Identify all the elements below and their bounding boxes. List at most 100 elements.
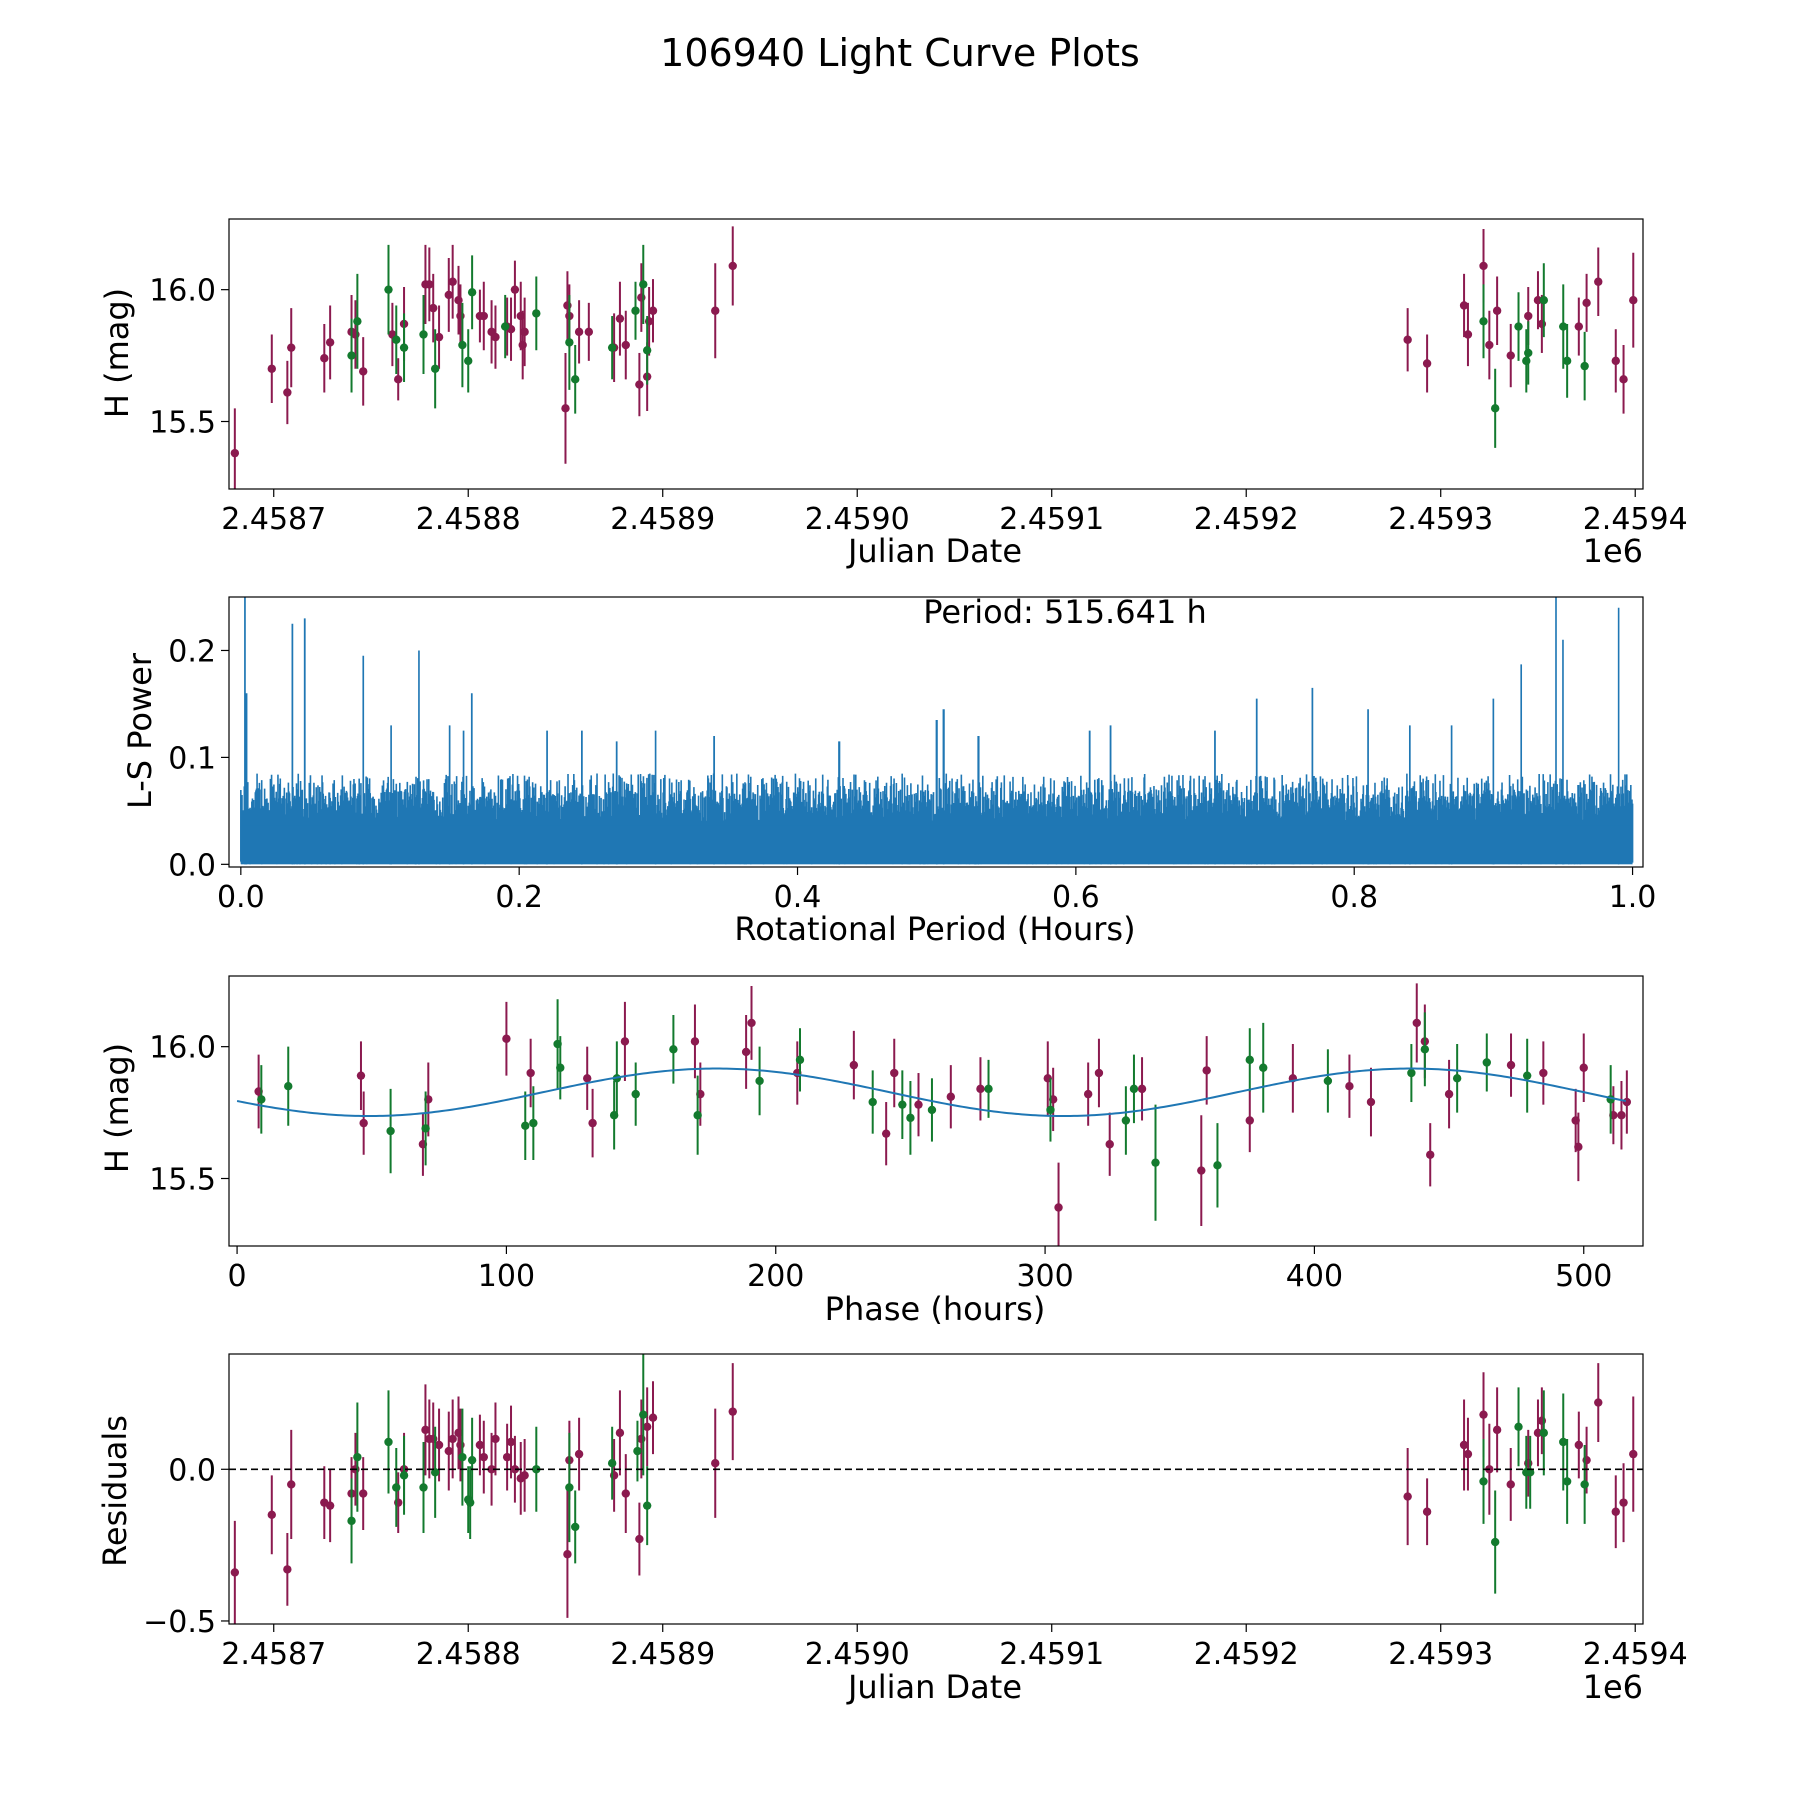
light-curve-points xyxy=(230,226,1638,489)
residuals-point-red xyxy=(648,1413,658,1422)
residuals-point-red xyxy=(434,1440,444,1450)
light-curve-point-red xyxy=(1485,340,1494,350)
phase-folded-plot-area: 0 100 200 300 400 500 15.5 16.0 xyxy=(149,975,1644,1294)
residuals-point-red xyxy=(615,1428,625,1438)
light-curve-point-green xyxy=(430,364,440,373)
light-curve-point-green xyxy=(399,343,409,352)
residuals-point-green xyxy=(353,1452,362,1462)
residuals-ytick-label: 0.0 xyxy=(168,1453,216,1488)
periodogram-ytick-label: 0.1 xyxy=(168,741,216,776)
residuals-point-green xyxy=(571,1522,580,1532)
light-curve-ytick-label: 16.0 xyxy=(149,274,216,309)
residuals-point-green xyxy=(1539,1428,1549,1438)
residuals-point-red xyxy=(520,1471,529,1480)
phase-folded-point-red xyxy=(1202,1066,1211,1075)
periodogram-xtick-label: 0.2 xyxy=(495,880,543,915)
light-curve-point-green xyxy=(1580,361,1589,371)
phase-folded-point-red xyxy=(620,1037,630,1046)
phase-folded-point-red xyxy=(1083,1089,1093,1099)
light-curve-point-red xyxy=(1459,301,1469,310)
residuals-point-green xyxy=(642,1501,652,1510)
light-curve-point-green xyxy=(1539,296,1549,305)
light-curve-point-green xyxy=(384,285,393,294)
phase-folded-point-green xyxy=(556,1063,565,1072)
phase-folded-point-red xyxy=(1426,1150,1435,1159)
light-curve-point-green xyxy=(642,346,652,355)
residuals-point-red xyxy=(479,1452,488,1462)
residuals-point-red xyxy=(325,1501,335,1510)
light-curve-point-green xyxy=(458,340,467,350)
residuals-point-green xyxy=(639,1410,648,1419)
residuals-point-red xyxy=(283,1565,292,1574)
residuals-point-red xyxy=(1479,1410,1488,1419)
phase-folded-point-green xyxy=(898,1100,907,1109)
light-curve-ytick-label: 15.5 xyxy=(149,406,216,441)
phase-folded-point-red xyxy=(1105,1140,1114,1149)
residuals-point-green xyxy=(532,1465,541,1474)
phase-folded-point-red xyxy=(747,1018,756,1028)
light-curve-point-red xyxy=(320,354,329,363)
residuals-point-green xyxy=(1559,1437,1568,1447)
phase-folded-point-green xyxy=(257,1095,266,1104)
light-curve-point-green xyxy=(607,343,617,352)
phase-folded-xtick-label: 500 xyxy=(1555,1259,1612,1294)
phase-folded-point-red xyxy=(1622,1097,1632,1107)
residuals-point-red xyxy=(621,1489,630,1498)
light-curve-point-red xyxy=(425,280,434,289)
phase-folded-point-green xyxy=(1046,1105,1055,1115)
periodogram-plot-area: 0.0 0.2 0.4 0.6 0.8 1.0 0.0 0.1 0.2 xyxy=(168,596,1656,915)
light-curve-xtick-label: 2.4588 xyxy=(416,502,521,537)
light-curve-point-red xyxy=(491,332,500,342)
phase-folded-axes-frame xyxy=(228,975,1644,1247)
phase-folded-xtick-label: 400 xyxy=(1286,1259,1343,1294)
phase-folded-point-green xyxy=(1245,1055,1254,1065)
phase-folded-point-green xyxy=(521,1121,530,1130)
phase-folded-point-red xyxy=(356,1071,366,1080)
residuals-point-red xyxy=(728,1407,737,1416)
light-curve-point-red xyxy=(584,327,594,337)
light-curve-point-red xyxy=(615,314,625,323)
light-curve-point-red xyxy=(394,375,403,384)
phase-fit-curve xyxy=(236,1067,1627,1118)
periodogram-dense-band xyxy=(240,825,1633,865)
phase-folded-point-green xyxy=(795,1055,805,1065)
light-curve-point-red xyxy=(1422,359,1432,368)
residuals-point-green xyxy=(1562,1477,1572,1486)
residuals-xtick-label: 2.4593 xyxy=(1388,1637,1493,1672)
light-curve-xtick-label: 2.4593 xyxy=(1388,502,1493,537)
light-curve-point-red xyxy=(479,311,488,321)
residuals-xtick-label: 2.4589 xyxy=(610,1637,715,1672)
residuals-point-green xyxy=(1490,1537,1500,1547)
residuals-point-green xyxy=(467,1455,477,1465)
periodogram-ytick-label: 0.0 xyxy=(168,848,216,883)
residuals-ytick-label: −0.5 xyxy=(143,1605,216,1640)
phase-folded-point-red xyxy=(502,1034,511,1043)
light-curve-point-red xyxy=(1533,296,1543,305)
periodogram-xtick-label: 0.8 xyxy=(1330,880,1378,915)
light-curve-point-red xyxy=(1574,322,1584,331)
light-curve-point-red xyxy=(648,306,658,315)
phase-folded-point-red xyxy=(1574,1142,1583,1152)
light-curve-point-red xyxy=(1629,296,1638,305)
light-curve-point-red xyxy=(448,277,457,286)
phase-folded-point-green xyxy=(1482,1058,1491,1067)
residuals-point-red xyxy=(359,1489,368,1498)
residuals-point-red xyxy=(1594,1398,1603,1407)
light-curve-point-green xyxy=(467,288,477,297)
light-curve-point-red xyxy=(574,327,584,337)
light-curve-point-red xyxy=(1506,351,1515,360)
phase-folded-point-red xyxy=(741,1047,751,1057)
phase-folded-point-green xyxy=(1121,1116,1131,1125)
phase-folded-point-red xyxy=(1617,1111,1626,1120)
light-curve-point-red xyxy=(287,343,296,352)
phase-folded-point-red xyxy=(526,1068,535,1078)
phase-folded-point-green xyxy=(755,1076,764,1086)
phase-folded-point-green xyxy=(906,1113,915,1123)
phase-folded-point-green xyxy=(631,1089,640,1099)
residuals-point-red xyxy=(267,1510,276,1519)
residuals-xtick-label: 2.4588 xyxy=(416,1637,521,1672)
light-curve-point-red xyxy=(520,327,529,337)
phase-folded-point-red xyxy=(1345,1082,1354,1091)
residuals-xtick-label: 2.4590 xyxy=(805,1637,910,1672)
periodogram-xtick-label: 0.6 xyxy=(1052,880,1100,915)
